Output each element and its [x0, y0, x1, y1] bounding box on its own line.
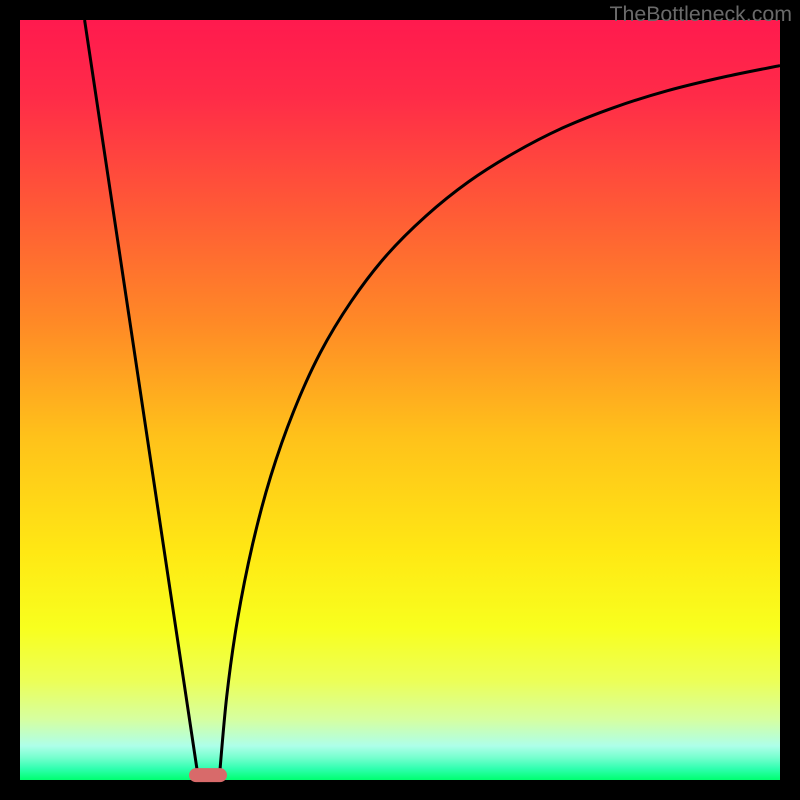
gradient-rect: [20, 20, 780, 780]
chart-container: TheBottleneck.com: [0, 0, 800, 800]
plot-area: [20, 20, 780, 780]
plot-svg: [20, 20, 780, 780]
